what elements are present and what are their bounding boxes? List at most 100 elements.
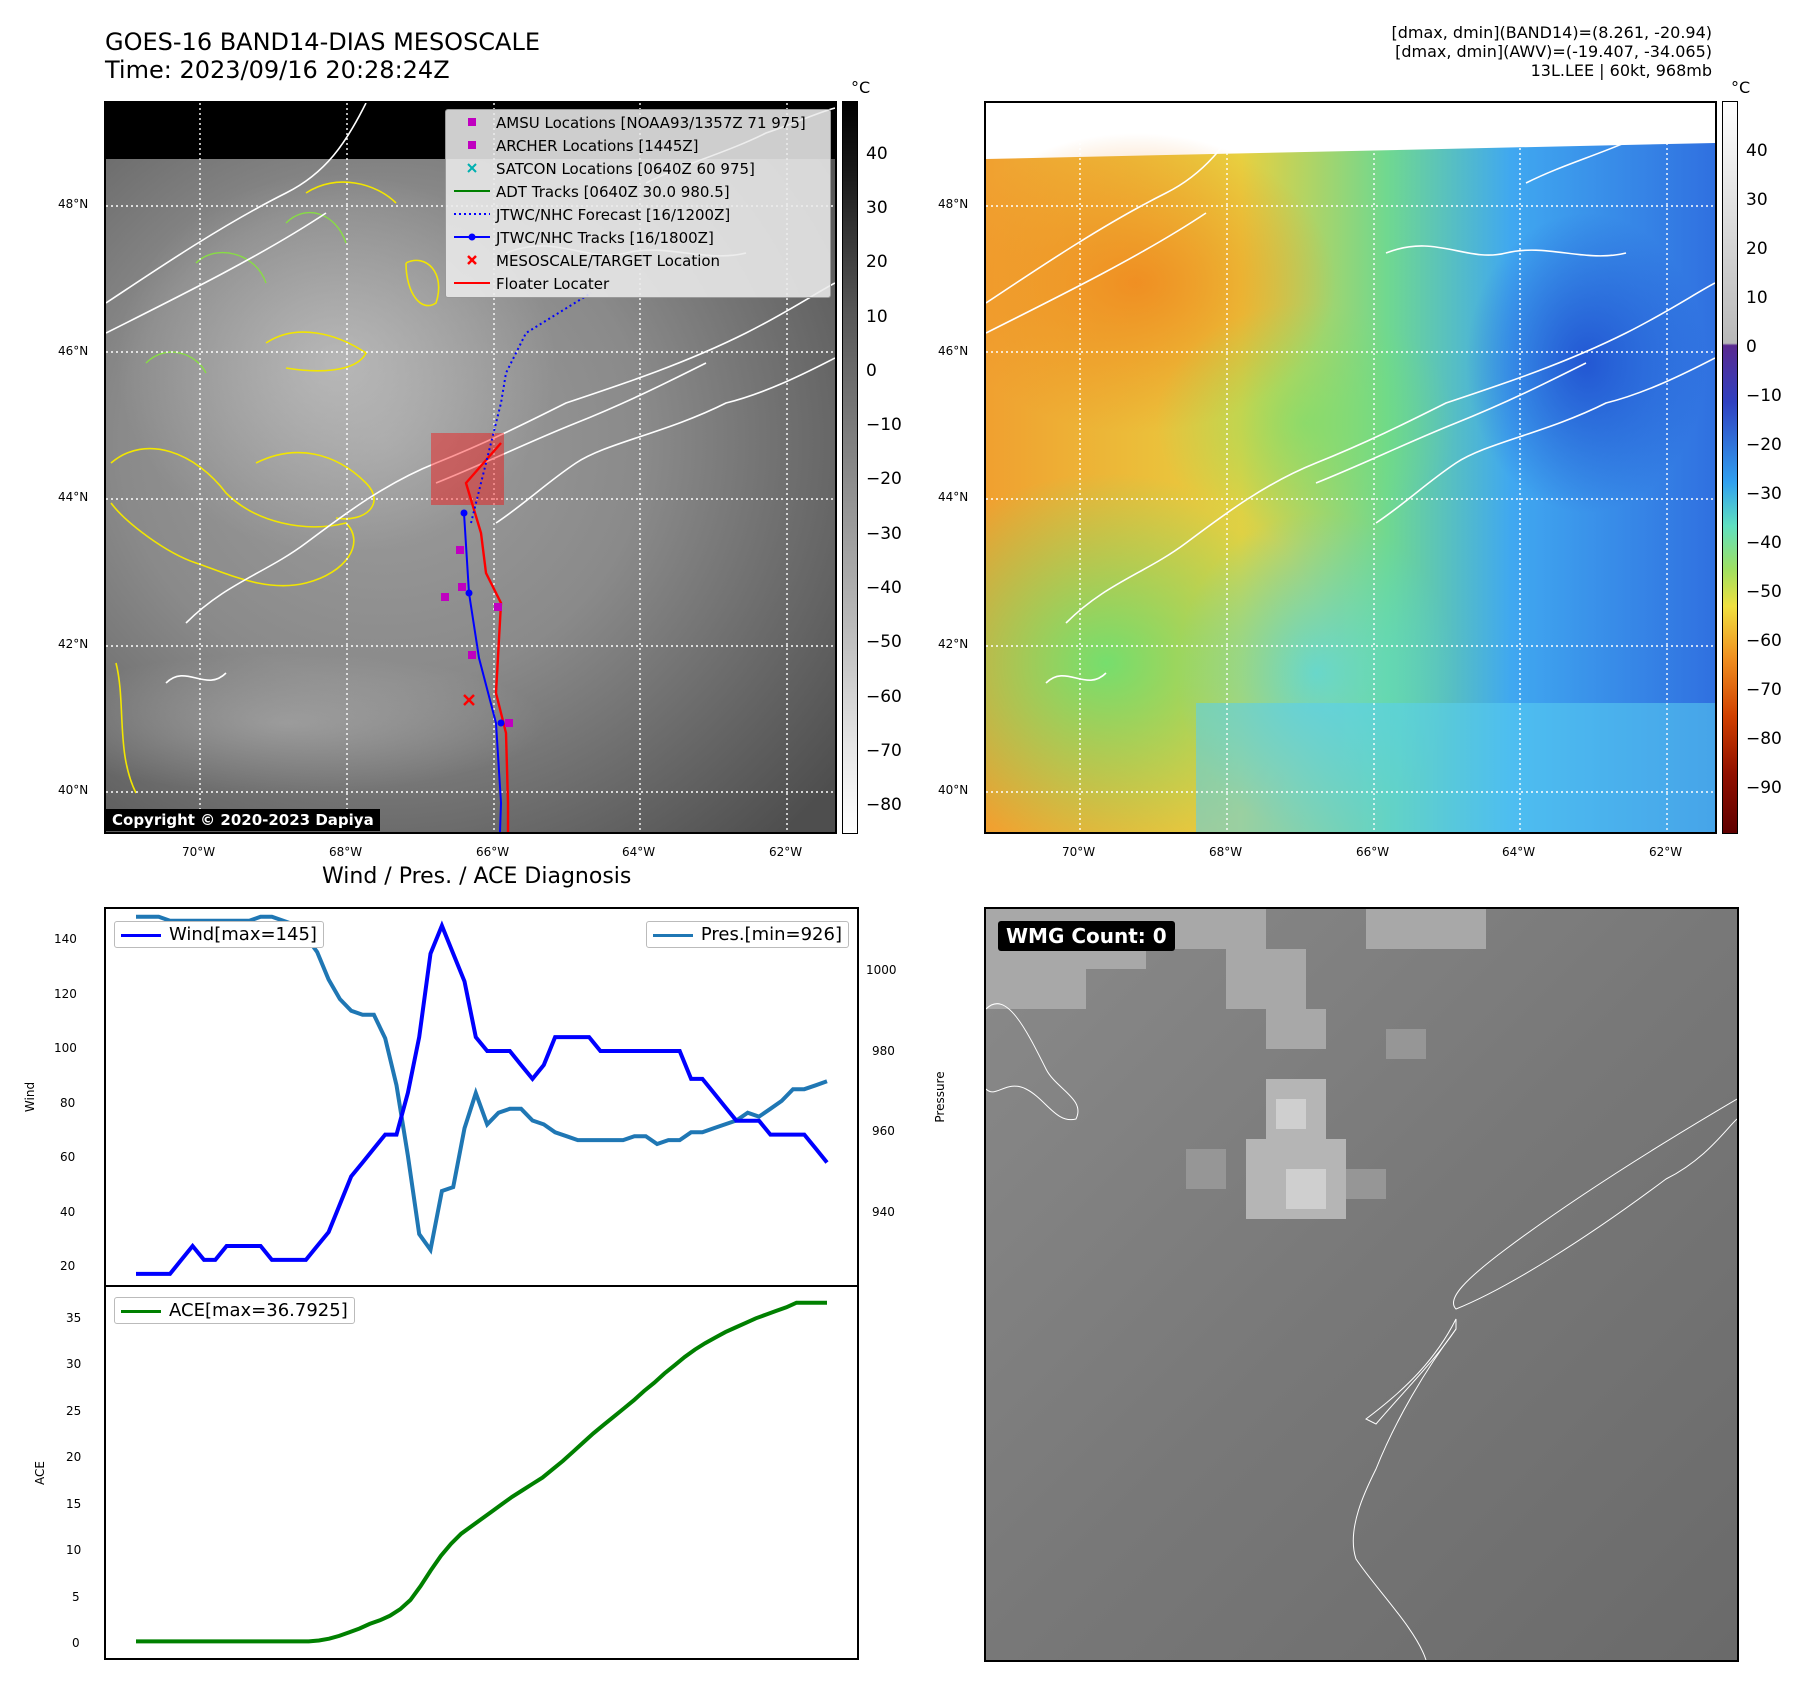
pressure-ytick: 980	[872, 1044, 895, 1058]
legend-item: ADT Tracks [0640Z 30.0 980.5]	[446, 181, 826, 203]
wind-ytick: 120	[54, 987, 77, 1001]
ace-ytick: 30	[66, 1357, 82, 1371]
lat-tick: 46°N	[58, 344, 89, 358]
legend-label: ADT Tracks [0640Z 30.0 980.5]	[496, 183, 730, 201]
cb-tick: −40	[866, 578, 902, 598]
lon-tick: 70°W	[1062, 845, 1096, 859]
jtwc-tracks-line	[463, 512, 503, 832]
cb-tick: −70	[866, 741, 902, 761]
wind-pressure-svg	[136, 914, 829, 1276]
ace-ytick: 0	[72, 1636, 80, 1650]
cb-tick: −70	[1746, 680, 1782, 700]
zoom-svg	[986, 909, 1737, 1660]
lon-tick: 68°W	[1209, 845, 1243, 859]
cb-tick: 0	[866, 361, 877, 381]
zoom-panel[interactable]: WMG Count: 0	[984, 907, 1739, 1662]
ace-ytick: 35	[66, 1311, 82, 1325]
pressure-axis-label: Pressure	[933, 1071, 947, 1123]
lon-tick: 66°W	[476, 845, 510, 859]
legend-item: JTWC/NHC Tracks [16/1800Z]	[446, 227, 826, 249]
wv-map-panel[interactable]	[984, 101, 1717, 834]
legend-item: MESOSCALE/TARGET Location	[446, 250, 826, 272]
title-line-2: Time: 2023/09/16 20:28:24Z	[105, 56, 450, 84]
cb-tick: −80	[866, 795, 902, 815]
cb-tick: −20	[1746, 435, 1782, 455]
pressure-ytick: 960	[872, 1124, 895, 1138]
wv-map-svg	[986, 103, 1715, 832]
pressure-ytick: 1000	[866, 963, 897, 977]
ir-yellow-contours	[110, 181, 440, 794]
legend-item: SATCON Locations [0640Z 60 975]	[446, 158, 826, 180]
info-line-3: 13L.LEE | 60kt, 968mb	[1530, 61, 1712, 80]
lat-tick: 42°N	[938, 637, 969, 651]
wind-legend-label: Wind[max=145]	[169, 924, 317, 945]
cb-tick: 10	[866, 307, 888, 327]
cb-tick: 0	[1746, 337, 1757, 357]
target-x-marker	[463, 694, 475, 706]
wind-ytick: 60	[60, 1150, 76, 1164]
ace-chart[interactable]: ACE[max=36.7925]	[104, 1285, 859, 1660]
cb-tick: 20	[1746, 239, 1768, 259]
lat-tick: 48°N	[58, 197, 89, 211]
wind-pressure-chart[interactable]: Wind[max=145] Pres.[min=926]	[104, 907, 859, 1286]
cb-tick: −30	[866, 524, 902, 544]
lon-tick: 64°W	[622, 845, 656, 859]
legend-item: ARCHER Locations [1445Z]	[446, 135, 826, 157]
lon-tick: 68°W	[329, 845, 363, 859]
legend-label: ARCHER Locations [1445Z]	[496, 137, 699, 155]
pressure-legend: Pres.[min=926]	[645, 921, 849, 948]
legend-item: Floater Locater	[446, 273, 826, 295]
cb-tick: −10	[1746, 386, 1782, 406]
cb-tick: −90	[1746, 778, 1782, 798]
wv-coastlines	[986, 107, 1715, 684]
wind-legend: Wind[max=145]	[114, 921, 324, 948]
ir-green-contours	[145, 212, 347, 374]
legend-label: SATCON Locations [0640Z 60 975]	[496, 160, 755, 178]
ace-legend-label: ACE[max=36.7925]	[169, 1300, 348, 1321]
cb-tick: 30	[1746, 190, 1768, 210]
wind-axis-label: Wind	[23, 1081, 37, 1113]
ace-axis-label: ACE	[33, 1461, 47, 1485]
pressure-legend-label: Pres.[min=926]	[700, 924, 842, 945]
legend-item: JTWC/NHC Forecast [16/1200Z]	[446, 204, 826, 226]
lon-tick: 62°W	[769, 845, 803, 859]
cb-tick: −50	[1746, 582, 1782, 602]
legend-label: AMSU Locations [NOAA93/1357Z 71 975]	[496, 114, 806, 132]
title-line-1: GOES-16 BAND14-DIAS MESOSCALE	[105, 28, 541, 56]
ace-series-line	[136, 1300, 827, 1644]
legend-label: JTWC/NHC Tracks [16/1800Z]	[496, 229, 714, 247]
cb-tick: −20	[866, 469, 902, 489]
ace-ytick: 15	[66, 1497, 82, 1511]
cb-tick: −80	[1746, 729, 1782, 749]
wv-gridlines	[986, 103, 1715, 832]
cb-tick: −60	[1746, 631, 1782, 651]
ace-svg	[136, 1300, 827, 1644]
cb-tick: −30	[1746, 484, 1782, 504]
cb-tick: 20	[866, 252, 888, 272]
wmg-count-badge: WMG Count: 0	[998, 921, 1175, 951]
legend-label: Floater Locater	[496, 275, 610, 293]
wind-ytick: 20	[60, 1259, 76, 1273]
diag-title: Wind / Pres. / ACE Diagnosis	[322, 864, 632, 889]
wind-ytick: 40	[60, 1205, 76, 1219]
lon-tick: 66°W	[1356, 845, 1390, 859]
ace-ytick: 5	[72, 1590, 80, 1604]
lat-tick: 40°N	[938, 783, 969, 797]
lon-tick: 64°W	[1502, 845, 1536, 859]
legend-item: AMSU Locations [NOAA93/1357Z 71 975]	[446, 112, 826, 134]
cb-tick: −60	[866, 687, 902, 707]
ace-ytick: 25	[66, 1404, 82, 1418]
jtwc-track-points	[460, 509, 505, 727]
ace-ytick: 20	[66, 1450, 82, 1464]
lat-tick: 48°N	[938, 197, 969, 211]
ir-map-panel[interactable]: AMSU Locations [NOAA93/1357Z 71 975] ARC…	[104, 101, 837, 834]
info-line-1: [dmax, dmin](BAND14)=(8.261, -20.94)	[1391, 23, 1713, 42]
wv-colorbar-unit: °C	[1731, 78, 1751, 97]
wv-colorbar	[1722, 101, 1738, 834]
cb-tick: 30	[866, 198, 888, 218]
archer-points	[441, 546, 513, 727]
ace-ytick: 10	[66, 1543, 82, 1557]
wind-ytick: 100	[54, 1041, 77, 1055]
lon-tick: 70°W	[182, 845, 216, 859]
floater-box	[431, 433, 504, 505]
